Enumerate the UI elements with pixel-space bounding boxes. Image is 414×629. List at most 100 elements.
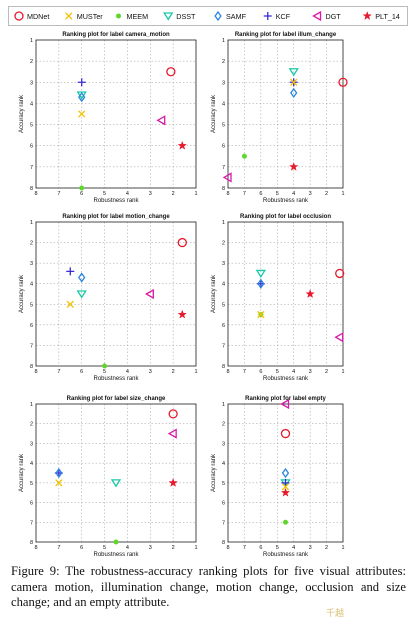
x-tick-label: 1 <box>194 545 197 551</box>
legend-label: KCF <box>276 12 291 21</box>
y-tick-label: 7 <box>30 343 33 349</box>
y-tick-label: 5 <box>30 302 33 308</box>
legend-label: DSST <box>176 12 196 21</box>
point-muster <box>290 78 298 86</box>
y-tick-label: 7 <box>222 343 225 349</box>
y-tick-label: 2 <box>30 422 33 428</box>
y-axis-label: Accuracy rank <box>211 453 217 492</box>
watermark: 千越 <box>326 608 345 618</box>
point-dgt <box>156 115 166 126</box>
y-tick-label: 8 <box>30 186 33 192</box>
x-tick-label: 3 <box>309 369 312 375</box>
x-tick-label: 4 <box>292 545 295 551</box>
legend-label: PLT_14 <box>375 12 400 21</box>
plot-frame <box>35 221 197 367</box>
x-tick-label: 8 <box>34 545 37 551</box>
point-meem <box>102 363 108 369</box>
y-axis-label: Accuracy rank <box>19 94 25 133</box>
point-samf <box>78 91 86 103</box>
point-meem <box>283 519 288 525</box>
point-plt-14 <box>177 140 188 150</box>
x-tick-label: 6 <box>80 545 83 551</box>
y-tick-label: 5 <box>222 481 225 487</box>
point-muster <box>281 483 290 491</box>
x-tick-label: 7 <box>243 369 246 375</box>
point-muster <box>257 310 265 319</box>
x-tick-label: 5 <box>276 191 279 197</box>
point-dsst <box>255 269 267 279</box>
x-tick-label: 2 <box>172 369 175 375</box>
x-tick-label: 8 <box>34 369 37 375</box>
x-tick-label: 7 <box>57 191 60 197</box>
x-tick-label: 4 <box>126 369 129 375</box>
y-tick-label: 5 <box>30 481 33 487</box>
x-tick-label: 5 <box>103 369 106 375</box>
x-tick-label: 1 <box>341 545 344 551</box>
y-tick-label: 8 <box>222 186 225 192</box>
legend-label: MEEM <box>127 12 149 21</box>
y-tick-label: 4 <box>222 461 225 467</box>
point-meem <box>79 185 85 191</box>
y-tick-label: 4 <box>222 101 225 107</box>
x-tick-label: 5 <box>276 369 279 375</box>
x-tick-label: 2 <box>325 545 328 551</box>
point-samf <box>55 467 63 479</box>
x-tick-label: 1 <box>194 369 197 375</box>
point-dsst <box>76 290 87 299</box>
legend-item-muster: MUSTer <box>65 12 104 21</box>
panel-2: 1 1 2 2 3 3 4 4 5 5 6 6 7 7 88 Ranking plot for label i… <box>211 32 348 204</box>
x-tick-label: 3 <box>149 545 152 551</box>
x-axis-label: Robustness rank <box>93 552 139 558</box>
y-tick-label: 6 <box>222 501 225 507</box>
chart-title: Ranking plot for label camera_motion <box>62 32 170 38</box>
y-tick-label: 6 <box>30 144 33 150</box>
point-samf <box>281 467 290 479</box>
plot-frame <box>35 39 197 189</box>
point-dgt <box>222 172 232 183</box>
x-axis-label: Robustness rank <box>263 376 309 382</box>
y-tick-label: 3 <box>30 441 33 447</box>
y-tick-label: 1 <box>222 38 225 44</box>
point-mdnet <box>280 428 291 439</box>
point-muster <box>55 479 63 487</box>
x-axis-label: Robustness rank <box>263 198 309 204</box>
y-axis-label: Accuracy rank <box>211 94 217 133</box>
y-tick-label: 7 <box>30 165 33 171</box>
plot-frame <box>227 39 344 189</box>
x-tick-label: 8 <box>226 369 229 375</box>
x-tick-label: 4 <box>292 191 295 197</box>
y-tick-label: 6 <box>30 323 33 329</box>
point-dsst <box>288 68 299 77</box>
point-kcf <box>66 267 75 276</box>
chart-title: Ranking plot for label motion_change <box>62 214 170 220</box>
chart-legend: MDNet MUSTer MEEM DSST SAMF KCF DGT PLT_14 <box>8 6 408 26</box>
y-tick-label: 3 <box>222 441 225 447</box>
panel-5: 1 1 2 2 3 3 4 4 5 5 6 6 7 7 88 Ranking plot for label s… <box>19 396 198 558</box>
y-tick-label: 2 <box>222 422 225 428</box>
legend-label: MDNet <box>27 12 49 21</box>
legend-item-kcf: KCF <box>263 12 291 21</box>
y-tick-label: 8 <box>30 364 33 370</box>
point-dgt <box>167 428 177 439</box>
x-tick-label: 7 <box>57 369 60 375</box>
x-tick-label: 8 <box>34 191 37 197</box>
x-tick-label: 6 <box>259 191 262 197</box>
x-tick-label: 1 <box>194 191 197 197</box>
legend-item-meem: MEEM <box>116 12 148 21</box>
y-tick-label: 4 <box>30 101 33 107</box>
x-tick-label: 2 <box>172 545 175 551</box>
legend-label: MUSTer <box>77 12 104 21</box>
x-tick-label: 3 <box>309 191 312 197</box>
legend-item-samf: SAMF <box>214 10 247 22</box>
x-tick-label: 3 <box>149 369 152 375</box>
chart-title: Ranking plot for label illum_change <box>235 32 337 38</box>
point-samf <box>78 272 86 283</box>
y-tick-label: 4 <box>30 282 33 288</box>
x-tick-label: 5 <box>276 545 279 551</box>
point-plt-14 <box>280 487 291 497</box>
x-tick-label: 6 <box>259 545 262 551</box>
x-tick-label: 5 <box>103 191 106 197</box>
legend-item-mdnet: MDNet <box>14 11 49 21</box>
y-tick-label: 8 <box>30 540 33 546</box>
legend-label: SAMF <box>226 12 247 21</box>
